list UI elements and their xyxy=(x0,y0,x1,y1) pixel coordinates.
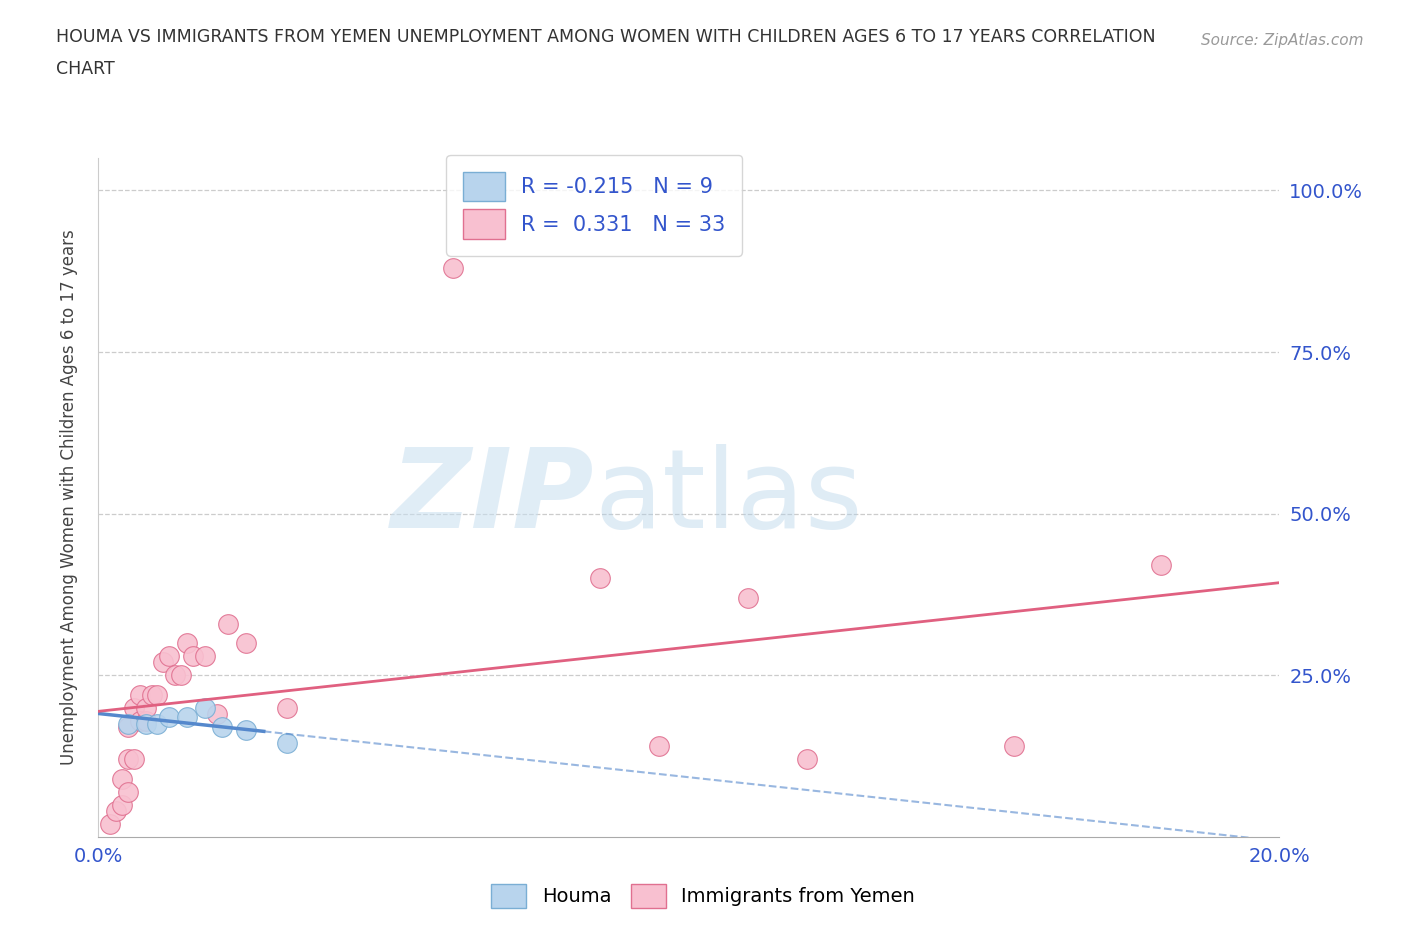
Point xyxy=(117,720,139,735)
Point xyxy=(128,687,150,702)
Point xyxy=(194,700,217,715)
Point xyxy=(176,635,198,650)
Legend: Houma, Immigrants from Yemen: Houma, Immigrants from Yemen xyxy=(484,876,922,916)
Point xyxy=(157,648,180,663)
Point xyxy=(276,736,298,751)
Point xyxy=(796,752,818,767)
Text: Source: ZipAtlas.com: Source: ZipAtlas.com xyxy=(1201,33,1364,47)
Y-axis label: Unemployment Among Women with Children Ages 6 to 17 years: Unemployment Among Women with Children A… xyxy=(59,230,77,765)
Point xyxy=(152,655,174,670)
Point xyxy=(122,700,145,715)
Point xyxy=(117,784,139,799)
Point xyxy=(146,716,169,731)
Point xyxy=(217,617,239,631)
Point xyxy=(176,710,198,724)
Point xyxy=(441,260,464,275)
Point xyxy=(105,804,128,818)
Text: atlas: atlas xyxy=(595,444,863,551)
Point xyxy=(157,710,180,724)
Point xyxy=(589,571,612,586)
Point xyxy=(276,700,298,715)
Text: CHART: CHART xyxy=(56,60,115,78)
Point xyxy=(135,716,157,731)
Point xyxy=(194,648,217,663)
Point xyxy=(98,817,121,831)
Point xyxy=(737,591,759,605)
Point xyxy=(181,648,204,663)
Point xyxy=(165,668,187,683)
Point xyxy=(205,707,228,722)
Point xyxy=(648,739,671,754)
Point xyxy=(211,720,233,735)
Point xyxy=(117,716,139,731)
Legend: R = -0.215   N = 9, R =  0.331   N = 33: R = -0.215 N = 9, R = 0.331 N = 33 xyxy=(447,155,742,256)
Text: HOUMA VS IMMIGRANTS FROM YEMEN UNEMPLOYMENT AMONG WOMEN WITH CHILDREN AGES 6 TO : HOUMA VS IMMIGRANTS FROM YEMEN UNEMPLOYM… xyxy=(56,28,1156,46)
Point xyxy=(135,700,157,715)
Point xyxy=(111,771,134,786)
Point xyxy=(117,752,139,767)
Point xyxy=(128,713,150,728)
Point xyxy=(235,635,257,650)
Point xyxy=(170,668,193,683)
Point xyxy=(111,797,134,812)
Point xyxy=(146,687,169,702)
Point xyxy=(1002,739,1025,754)
Point xyxy=(141,687,163,702)
Point xyxy=(135,713,157,728)
Point xyxy=(1150,558,1173,573)
Text: ZIP: ZIP xyxy=(391,444,595,551)
Point xyxy=(122,752,145,767)
Point xyxy=(235,723,257,737)
